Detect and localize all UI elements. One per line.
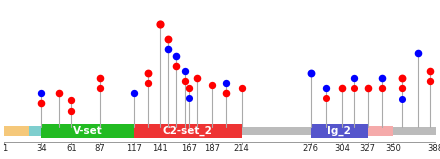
Point bbox=[68, 109, 75, 112]
Point bbox=[165, 48, 172, 50]
Point bbox=[97, 77, 104, 79]
Point bbox=[38, 92, 45, 94]
Point bbox=[238, 87, 245, 89]
Bar bbox=[311, 124, 368, 138]
Point bbox=[399, 97, 406, 100]
Point bbox=[208, 84, 215, 87]
Bar bbox=[4, 126, 29, 136]
Point bbox=[181, 80, 188, 82]
Point bbox=[55, 92, 62, 94]
Text: 327: 327 bbox=[359, 145, 376, 153]
Point bbox=[364, 87, 371, 89]
Point bbox=[323, 97, 330, 100]
Point bbox=[145, 82, 152, 85]
Bar bbox=[41, 124, 134, 138]
Point bbox=[338, 87, 345, 89]
Text: 214: 214 bbox=[234, 145, 249, 153]
Point bbox=[172, 65, 180, 67]
Bar bbox=[4, 127, 436, 135]
Point bbox=[414, 52, 421, 55]
Text: 304: 304 bbox=[334, 145, 350, 153]
Point bbox=[223, 92, 230, 95]
Point bbox=[378, 77, 385, 79]
Point bbox=[68, 99, 75, 101]
Point bbox=[186, 87, 193, 89]
Text: 117: 117 bbox=[126, 145, 142, 153]
Point bbox=[351, 77, 358, 79]
Text: 276: 276 bbox=[303, 145, 319, 153]
Text: 1: 1 bbox=[2, 145, 7, 153]
Point bbox=[399, 87, 406, 90]
Point bbox=[351, 87, 358, 90]
Point bbox=[165, 37, 172, 40]
Text: 187: 187 bbox=[204, 145, 220, 153]
Text: 141: 141 bbox=[153, 145, 168, 153]
Point bbox=[426, 80, 433, 82]
Point bbox=[194, 77, 201, 79]
Point bbox=[307, 72, 314, 74]
Point bbox=[399, 77, 406, 79]
Bar bbox=[134, 124, 242, 138]
Point bbox=[426, 69, 433, 72]
Text: 61: 61 bbox=[66, 145, 77, 153]
Text: Ig_2: Ig_2 bbox=[327, 126, 351, 136]
Point bbox=[223, 82, 230, 84]
Text: 388: 388 bbox=[428, 145, 440, 153]
Text: 167: 167 bbox=[181, 145, 198, 153]
Text: 34: 34 bbox=[36, 145, 47, 153]
Point bbox=[145, 72, 152, 74]
Point bbox=[157, 23, 164, 25]
Point bbox=[186, 97, 193, 100]
Text: 350: 350 bbox=[385, 145, 401, 153]
Text: C2-set_2: C2-set_2 bbox=[163, 126, 213, 136]
Text: 87: 87 bbox=[95, 145, 106, 153]
Text: V-set: V-set bbox=[73, 126, 102, 136]
Point bbox=[378, 87, 385, 90]
Point bbox=[172, 55, 180, 57]
Point bbox=[181, 69, 188, 72]
Point bbox=[130, 92, 137, 94]
Point bbox=[38, 102, 45, 104]
Point bbox=[97, 87, 104, 90]
Bar bbox=[29, 126, 41, 136]
Point bbox=[323, 87, 330, 89]
Bar bbox=[368, 126, 393, 136]
